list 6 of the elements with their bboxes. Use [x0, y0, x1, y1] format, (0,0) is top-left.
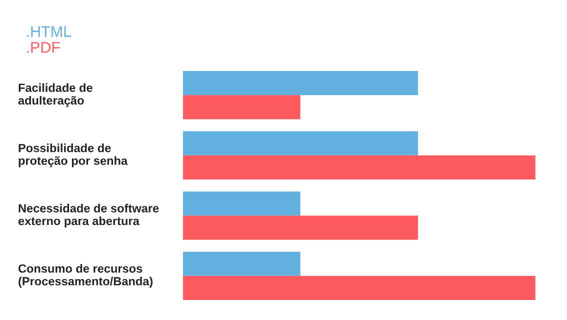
y-tick-label: Consumo de recursos (Processamento/Banda) — [18, 264, 153, 288]
text: .PDF — [27, 42, 60, 53]
text: .HTML — [27, 26, 72, 37]
y-tick-label: Possibilidade de proteção por senha — [18, 144, 128, 168]
y-tick-label: Necessidade de software externo para abertura — [18, 204, 159, 228]
y-tick-label: Facilidade de adulteração — [18, 83, 92, 107]
